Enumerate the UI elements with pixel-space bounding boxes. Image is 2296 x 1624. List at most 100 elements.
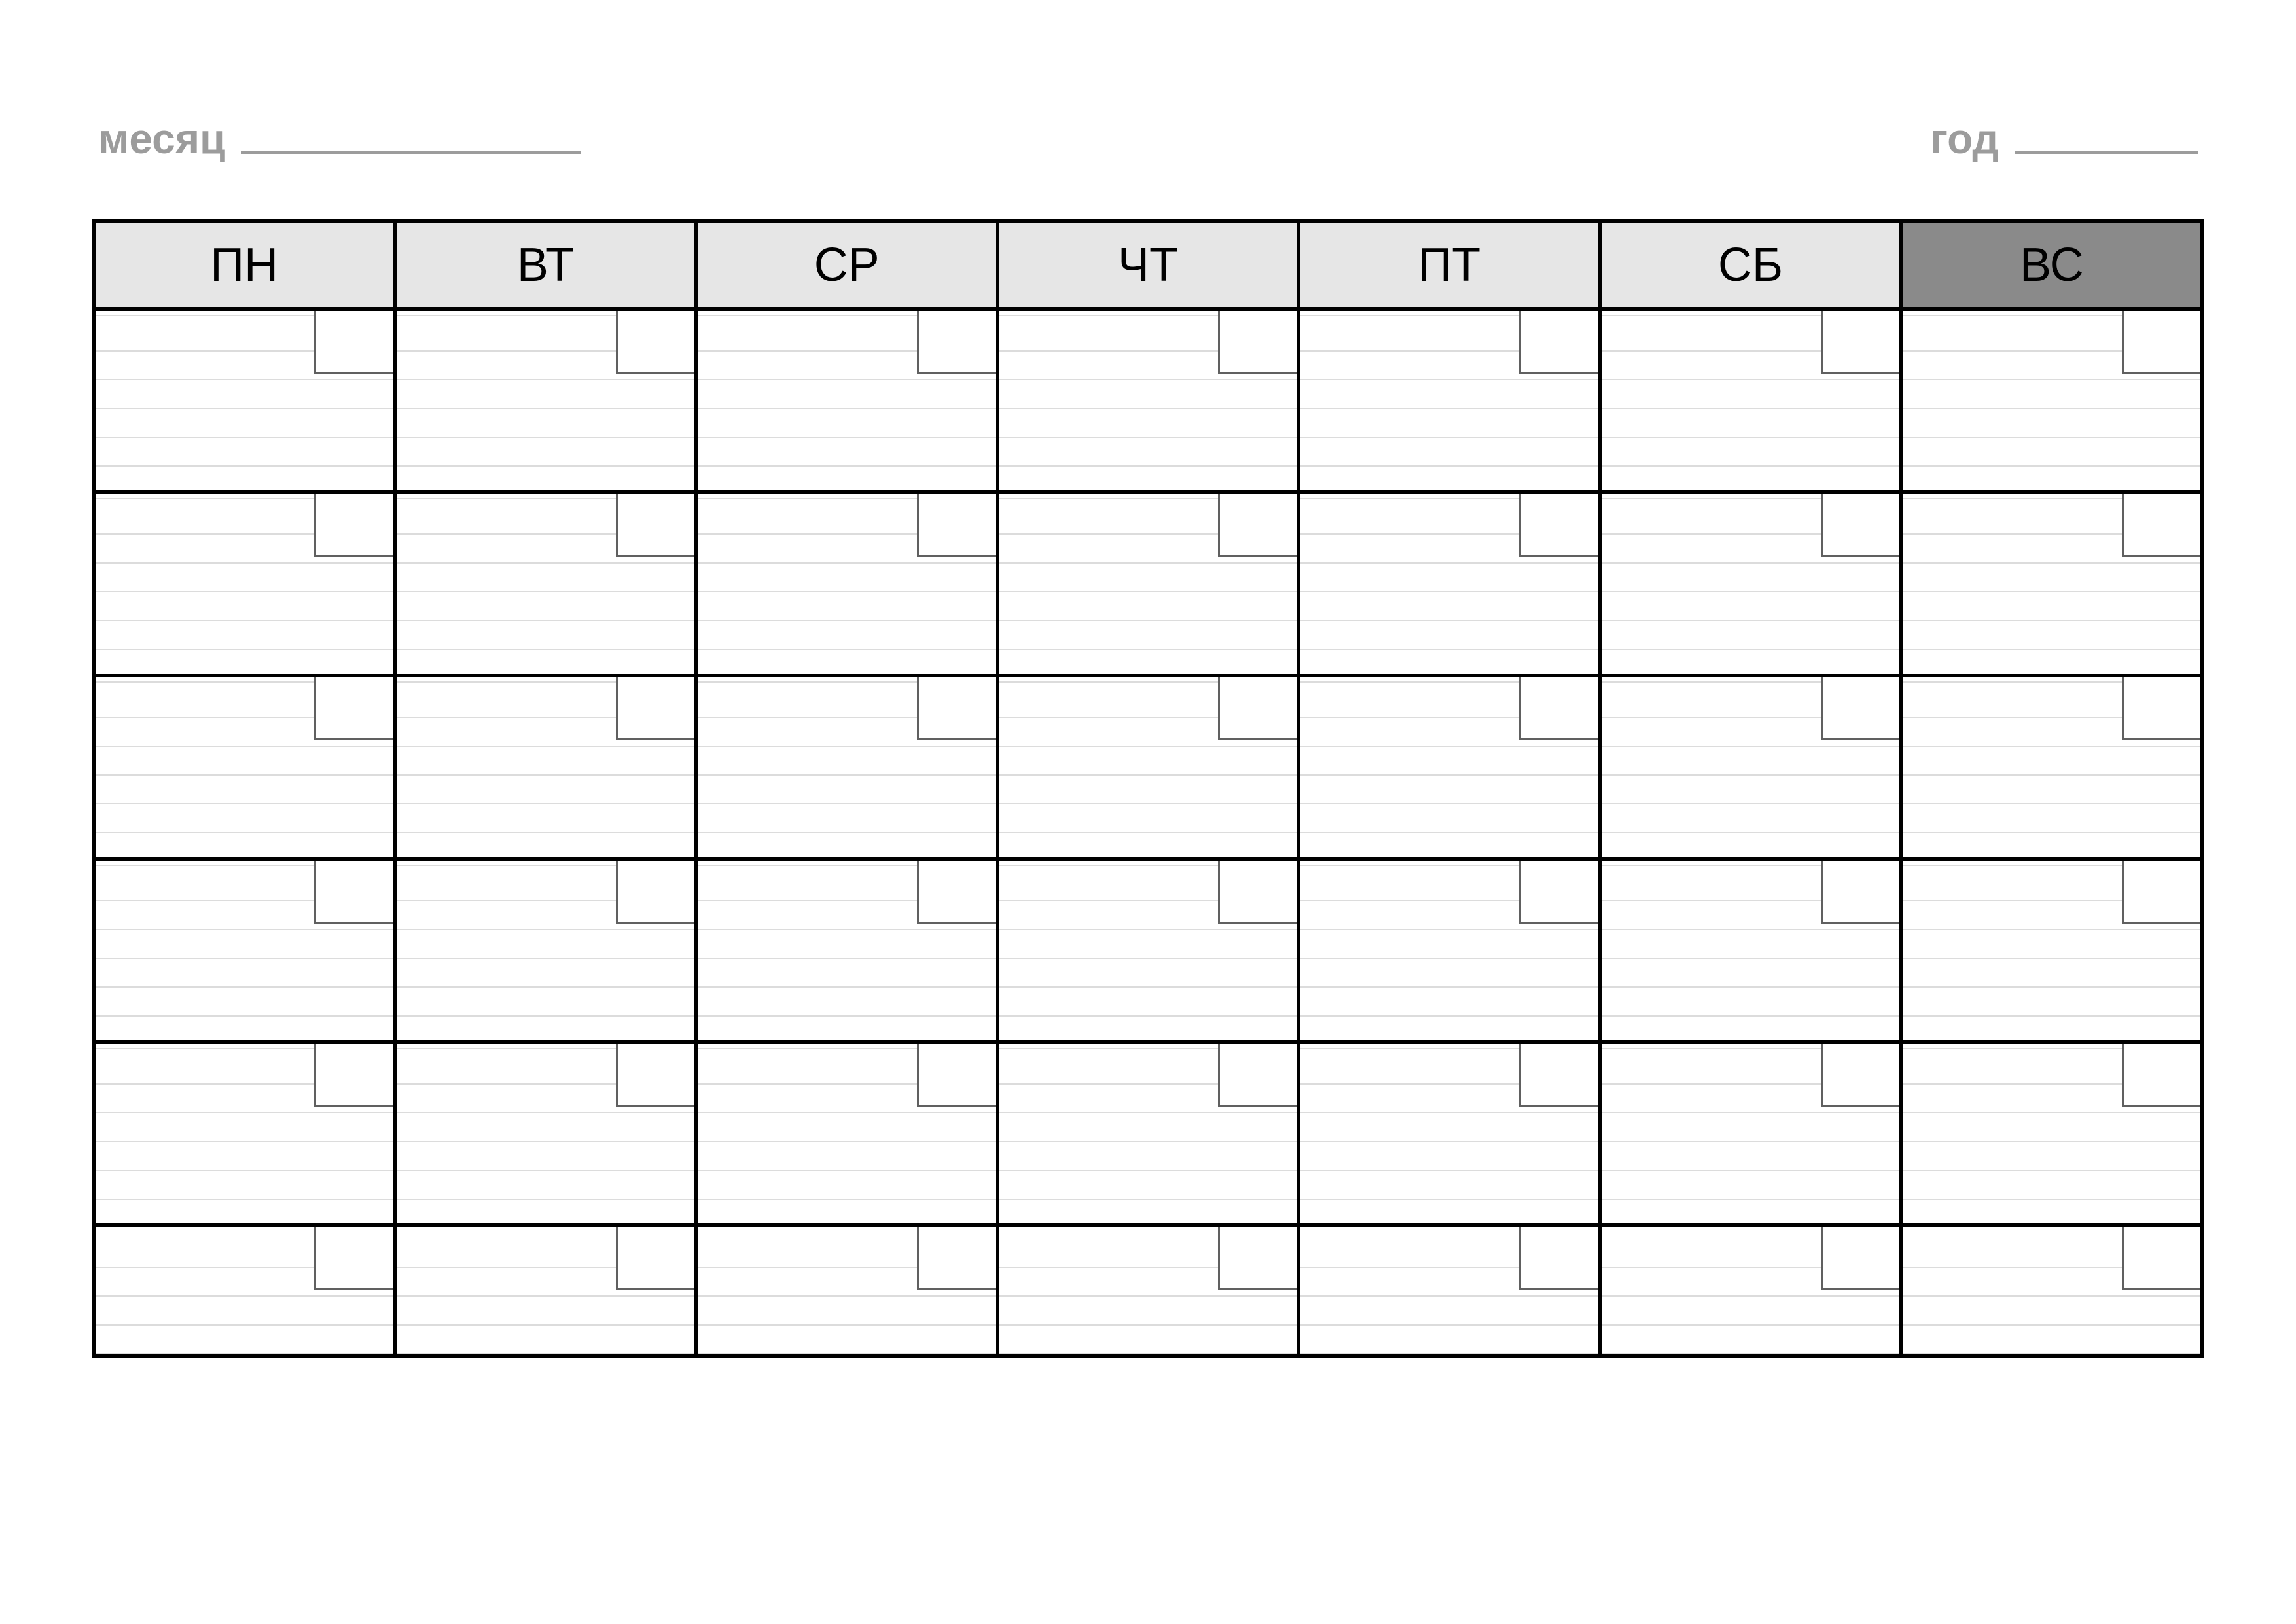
calendar-cell[interactable] (1901, 492, 2202, 676)
date-box[interactable] (1821, 1227, 1899, 1290)
calendar-cell[interactable] (94, 1042, 395, 1225)
date-box[interactable] (1519, 1227, 1598, 1290)
calendar-cell[interactable] (94, 309, 395, 492)
date-box[interactable] (1519, 861, 1598, 924)
calendar-cell[interactable] (94, 1225, 395, 1356)
calendar-cell[interactable] (94, 859, 395, 1042)
day-inner (397, 494, 694, 674)
calendar-cell[interactable] (997, 676, 1299, 859)
calendar-cell[interactable] (1299, 309, 1600, 492)
date-box[interactable] (1218, 494, 1297, 557)
date-box[interactable] (616, 1227, 694, 1290)
day-inner (96, 1044, 393, 1223)
year-underline[interactable] (2015, 151, 2198, 154)
calendar-cell[interactable] (395, 676, 696, 859)
calendar-cell[interactable] (1299, 492, 1600, 676)
day-inner (1300, 861, 1598, 1040)
date-box[interactable] (1218, 311, 1297, 374)
date-box[interactable] (2122, 494, 2200, 557)
calendar-cell[interactable] (696, 309, 997, 492)
date-box[interactable] (1519, 677, 1598, 740)
date-box[interactable] (616, 861, 694, 924)
date-box[interactable] (917, 1044, 996, 1107)
calendar-cell[interactable] (1901, 1225, 2202, 1356)
calendar-cell[interactable] (696, 1042, 997, 1225)
calendar-cell[interactable] (395, 1042, 696, 1225)
date-box[interactable] (2122, 1044, 2200, 1107)
calendar-cell[interactable] (1600, 492, 1901, 676)
month-underline[interactable] (241, 151, 581, 154)
date-box[interactable] (314, 1227, 393, 1290)
date-box[interactable] (1519, 1044, 1598, 1107)
day-inner (397, 677, 694, 857)
calendar-cell[interactable] (1299, 1225, 1600, 1356)
date-box[interactable] (314, 861, 393, 924)
date-box[interactable] (1821, 677, 1899, 740)
calendar-cell[interactable] (1901, 1042, 2202, 1225)
calendar-row (94, 309, 2202, 492)
day-inner (698, 494, 996, 674)
calendar-cell[interactable] (94, 676, 395, 859)
calendar-cell[interactable] (395, 309, 696, 492)
calendar-cell[interactable] (1901, 859, 2202, 1042)
calendar-cell[interactable] (997, 1042, 1299, 1225)
calendar-cell[interactable] (395, 492, 696, 676)
date-box[interactable] (917, 494, 996, 557)
date-box[interactable] (314, 1044, 393, 1107)
calendar-cell[interactable] (997, 309, 1299, 492)
calendar-cell[interactable] (395, 1225, 696, 1356)
date-box[interactable] (1218, 861, 1297, 924)
date-box[interactable] (314, 311, 393, 374)
calendar-cell[interactable] (1901, 309, 2202, 492)
calendar-cell[interactable] (94, 492, 395, 676)
calendar-cell[interactable] (1299, 859, 1600, 1042)
date-box[interactable] (917, 861, 996, 924)
date-box[interactable] (2122, 1227, 2200, 1290)
calendar-cell[interactable] (1600, 859, 1901, 1042)
calendar-cell[interactable] (1299, 676, 1600, 859)
calendar-cell[interactable] (1600, 309, 1901, 492)
date-box[interactable] (917, 311, 996, 374)
calendar-cell[interactable] (1901, 676, 2202, 859)
date-box[interactable] (1519, 494, 1598, 557)
calendar-cell[interactable] (696, 1225, 997, 1356)
calendar-cell[interactable] (696, 676, 997, 859)
calendar-cell[interactable] (1600, 1042, 1901, 1225)
calendar-cell[interactable] (1600, 1225, 1901, 1356)
date-box[interactable] (1218, 1227, 1297, 1290)
day-inner (1903, 494, 2200, 674)
date-box[interactable] (1218, 1044, 1297, 1107)
date-box[interactable] (2122, 861, 2200, 924)
month-label: месяц (98, 118, 225, 160)
day-inner (397, 1044, 694, 1223)
day-header-tue: ВТ (395, 221, 696, 309)
calendar-cell[interactable] (997, 1225, 1299, 1356)
date-box[interactable] (1821, 1044, 1899, 1107)
date-box[interactable] (2122, 677, 2200, 740)
date-box[interactable] (917, 1227, 996, 1290)
date-box[interactable] (1519, 311, 1598, 374)
date-box[interactable] (314, 677, 393, 740)
date-box[interactable] (616, 677, 694, 740)
date-box[interactable] (917, 677, 996, 740)
date-box[interactable] (616, 494, 694, 557)
calendar-cell[interactable] (1600, 676, 1901, 859)
calendar-cell[interactable] (1299, 1042, 1600, 1225)
date-box[interactable] (1821, 311, 1899, 374)
date-box[interactable] (2122, 311, 2200, 374)
day-inner (1903, 311, 2200, 490)
date-box[interactable] (1821, 861, 1899, 924)
date-box[interactable] (616, 1044, 694, 1107)
date-box[interactable] (1218, 677, 1297, 740)
calendar-cell[interactable] (997, 492, 1299, 676)
calendar-cell[interactable] (395, 859, 696, 1042)
calendar-cell[interactable] (997, 859, 1299, 1042)
day-inner (96, 311, 393, 490)
day-inner (698, 677, 996, 857)
date-box[interactable] (1821, 494, 1899, 557)
calendar-cell[interactable] (696, 859, 997, 1042)
date-box[interactable] (616, 311, 694, 374)
day-inner (999, 861, 1297, 1040)
date-box[interactable] (314, 494, 393, 557)
calendar-cell[interactable] (696, 492, 997, 676)
